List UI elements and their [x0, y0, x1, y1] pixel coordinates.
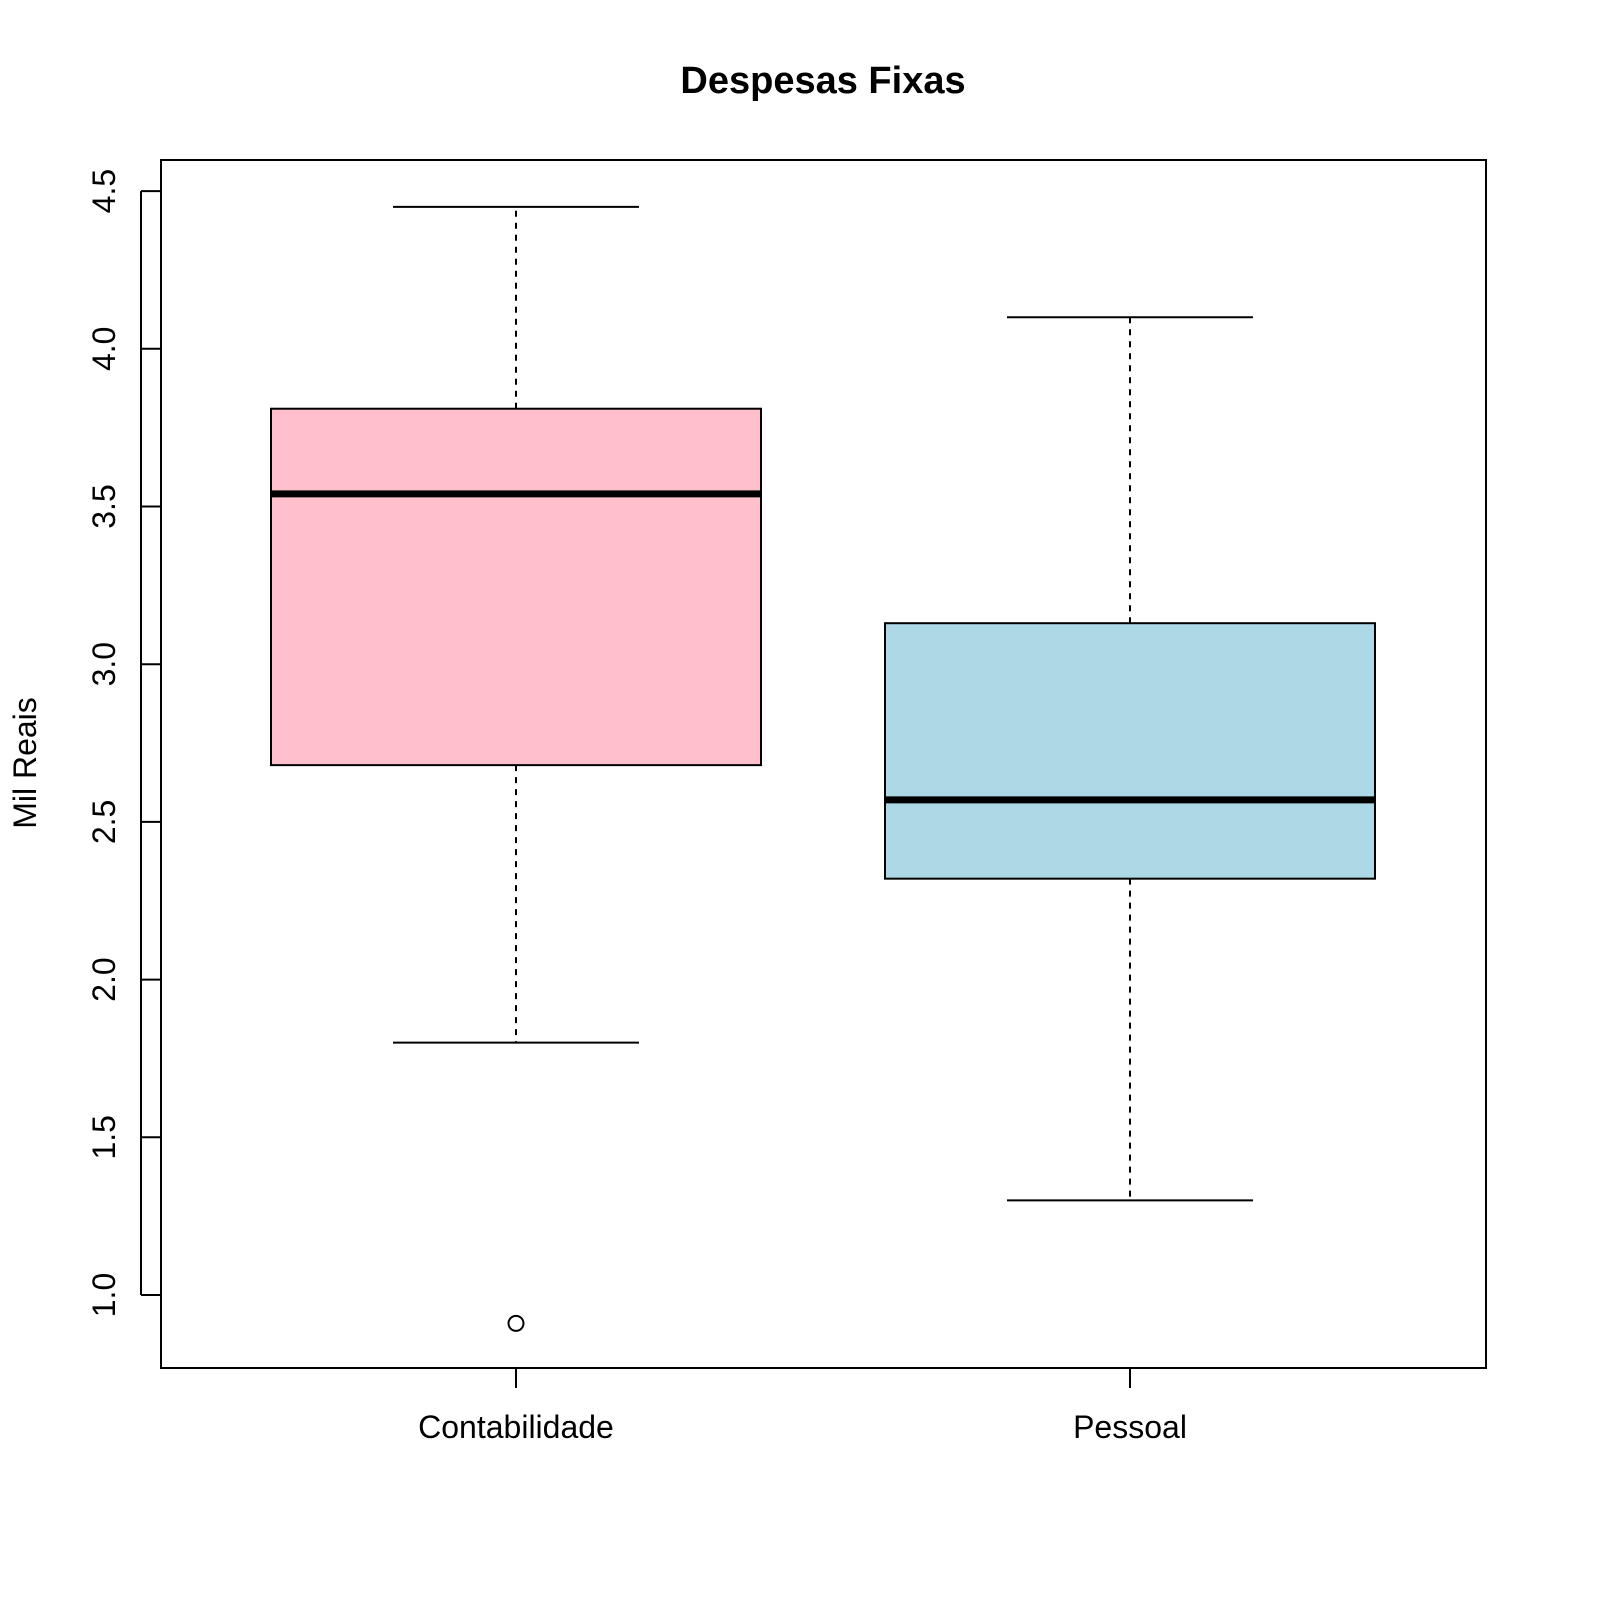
y-axis-label: Mil Reais	[7, 697, 43, 829]
boxes-layer	[270, 205, 1376, 1332]
y-tick-label: 4.5	[86, 169, 122, 213]
box-contabilidade	[270, 205, 762, 1332]
y-tick-label: 2.5	[86, 800, 122, 844]
y-tick-label: 1.5	[86, 1115, 122, 1159]
y-tick-label: 3.5	[86, 484, 122, 528]
y-tick-label: 3.0	[86, 642, 122, 686]
plot-frame	[160, 159, 1487, 1369]
y-tick-label: 1.0	[86, 1273, 122, 1317]
x-axis: Contabilidade Pessoal	[418, 1368, 1187, 1445]
y-tick-label: 2.0	[86, 957, 122, 1001]
x-tick-label: Pessoal	[1073, 1409, 1187, 1445]
box-iqr	[270, 407, 762, 767]
box-iqr	[884, 622, 1376, 880]
box-pessoal	[884, 316, 1376, 1202]
x-tick-label: Contabilidade	[418, 1409, 614, 1445]
y-axis: 1.0 1.5 2.0 2.5 3.0 3.5 4.0 4.5	[86, 169, 161, 1317]
y-tick-label: 4.0	[86, 327, 122, 371]
chart-title: Despesas Fixas	[680, 60, 965, 102]
outlier-point	[507, 1314, 525, 1332]
